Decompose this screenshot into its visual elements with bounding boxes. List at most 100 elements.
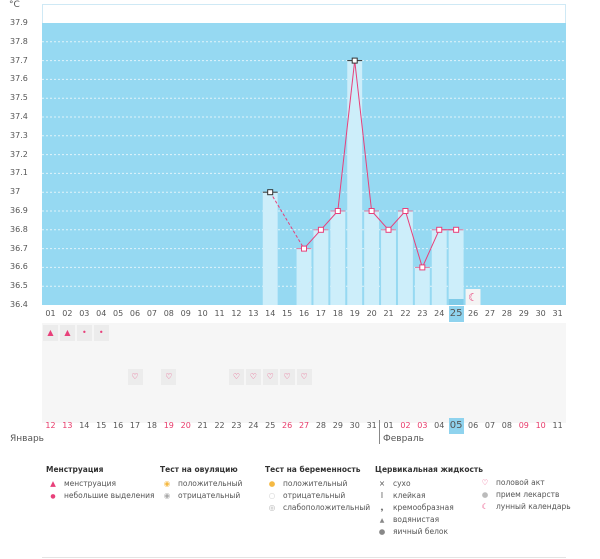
calendar-date[interactable]: 05 bbox=[448, 418, 464, 434]
calendar-date[interactable]: 13 bbox=[62, 421, 73, 430]
date-row: 12 13 14 15 16 17 18 19 20 21 22 23 24 25 26 27 28 29 30 31… bbox=[42, 418, 566, 434]
cycle-day-label[interactable]: 31 bbox=[552, 309, 563, 318]
cycle-day-label[interactable]: 30 bbox=[535, 309, 546, 318]
heart-icon[interactable]: ♡ bbox=[296, 369, 312, 385]
pregnancy-negative-icon: ○ bbox=[268, 491, 276, 500]
legend-label: прием лекарств bbox=[496, 490, 560, 499]
calendar-date[interactable]: 23 bbox=[231, 421, 242, 430]
temperature-point bbox=[301, 245, 307, 252]
y-tick-label: 36.9 bbox=[10, 206, 28, 215]
calendar-date[interactable]: 11 bbox=[552, 421, 563, 430]
cycle-day-label[interactable]: 13 bbox=[248, 309, 259, 318]
calendar-date[interactable]: 27 bbox=[298, 421, 310, 430]
cycle-day-label[interactable]: 11 bbox=[214, 309, 225, 318]
pregnancy-weak-icon: ◎ bbox=[268, 503, 276, 512]
cycle-day-label[interactable]: 05 bbox=[113, 309, 124, 318]
heart-icon[interactable]: ♡ bbox=[245, 369, 261, 385]
unit-label: °C bbox=[9, 0, 20, 10]
cycle-day-label[interactable]: 15 bbox=[282, 309, 293, 318]
spotting-icon[interactable]: • bbox=[93, 325, 109, 341]
y-tick-label: 37.9 bbox=[10, 18, 28, 27]
calendar-date[interactable]: 02 bbox=[400, 421, 411, 430]
cycle-day-label[interactable]: 20 bbox=[366, 309, 377, 318]
calendar-date[interactable]: 30 bbox=[349, 421, 360, 430]
y-tick-label: 37.7 bbox=[10, 55, 28, 65]
legend-label: отрицательный bbox=[283, 491, 346, 500]
heart-icon[interactable]: ♡ bbox=[228, 369, 244, 385]
temperature-line bbox=[354, 60, 373, 212]
cycle-day-label[interactable]: 29 bbox=[518, 309, 529, 318]
cycle-day-label[interactable]: 18 bbox=[332, 309, 343, 318]
calendar-date[interactable]: 18 bbox=[146, 421, 157, 430]
calendar-date[interactable]: 14 bbox=[79, 421, 90, 430]
cycle-day-label[interactable]: 16 bbox=[298, 309, 310, 318]
calendar-date[interactable]: 24 bbox=[248, 421, 259, 430]
cycle-day-label[interactable]: 14 bbox=[265, 309, 276, 318]
calendar-date[interactable]: 07 bbox=[484, 421, 496, 430]
cycle-day-label[interactable]: 07 bbox=[146, 309, 157, 318]
cycle-day-label[interactable]: 23 bbox=[417, 309, 428, 318]
legend-label: лунный календарь bbox=[496, 502, 571, 511]
calendar-date[interactable]: 10 bbox=[535, 421, 546, 430]
calendar-date[interactable]: 19 bbox=[163, 421, 174, 430]
cycle-day-label[interactable]: 04 bbox=[96, 309, 107, 318]
cycle-day-label[interactable]: 06 bbox=[129, 309, 141, 318]
temperature-bar bbox=[296, 248, 312, 305]
heart-icon[interactable]: ♡ bbox=[279, 369, 295, 385]
cycle-day-label[interactable]: 19 bbox=[349, 309, 360, 318]
calendar-date[interactable]: 04 bbox=[434, 421, 445, 430]
calendar-date[interactable]: 31 bbox=[366, 421, 377, 430]
calendar-date[interactable]: 22 bbox=[214, 421, 225, 430]
calendar-date[interactable]: 29 bbox=[332, 421, 343, 430]
calendar-date[interactable]: 26 bbox=[282, 421, 293, 430]
calendar-date[interactable]: 12 bbox=[45, 421, 56, 430]
moon-icon: ☾ bbox=[468, 291, 478, 304]
temperature-bar bbox=[313, 229, 329, 305]
legend-label: яичный белок bbox=[393, 527, 449, 536]
cycle-day-label[interactable]: 09 bbox=[180, 309, 191, 318]
heart-icon[interactable]: ♡ bbox=[262, 369, 278, 385]
cycle-day-label[interactable]: 08 bbox=[163, 309, 174, 318]
spotting-icon[interactable]: • bbox=[76, 325, 92, 341]
calendar-date[interactable]: 03 bbox=[417, 421, 428, 430]
temperature-line bbox=[404, 210, 423, 268]
calendar-date[interactable]: 16 bbox=[113, 421, 124, 430]
calendar-date[interactable]: 15 bbox=[96, 421, 107, 430]
cycle-day-label[interactable]: 27 bbox=[484, 309, 496, 318]
cycle-day-label[interactable]: 01 bbox=[45, 309, 56, 318]
heart-icon[interactable]: ♡ bbox=[127, 369, 143, 385]
heart-icon[interactable]: ♡ bbox=[161, 369, 177, 385]
calendar-date[interactable]: 25 bbox=[265, 421, 276, 430]
cycle-day-label[interactable]: 17 bbox=[315, 309, 327, 318]
cycle-day-label[interactable]: 26 bbox=[467, 309, 479, 318]
temperature-point bbox=[402, 208, 409, 214]
month-january: Январь bbox=[10, 434, 44, 444]
temperature-point bbox=[351, 57, 358, 64]
calendar-date[interactable]: 17 bbox=[129, 421, 141, 430]
divider bbox=[42, 557, 566, 558]
cycle-day-label[interactable]: 03 bbox=[79, 309, 90, 318]
calendar-date[interactable]: 21 bbox=[197, 421, 208, 430]
temperature-bar bbox=[364, 211, 380, 305]
temperature-line bbox=[269, 191, 305, 249]
cycle-day-label[interactable]: 28 bbox=[501, 309, 512, 318]
cycle-day-label[interactable]: 02 bbox=[62, 309, 73, 318]
temperature-chart: ☾ bbox=[42, 23, 566, 305]
cycle-day-label[interactable]: 25 bbox=[448, 306, 464, 322]
menstruation-icon[interactable]: ▲ bbox=[43, 325, 58, 341]
cycle-day-label[interactable]: 12 bbox=[231, 309, 242, 318]
creamy-icon: ❟ bbox=[380, 503, 384, 512]
menstruation-icon[interactable]: ▲ bbox=[59, 325, 75, 341]
cycle-day-label[interactable]: 22 bbox=[400, 309, 411, 318]
calendar-date[interactable]: 09 bbox=[518, 421, 529, 430]
calendar-date[interactable]: 20 bbox=[180, 421, 191, 430]
calendar-date[interactable]: 06 bbox=[467, 421, 479, 430]
calendar-date[interactable]: 08 bbox=[501, 421, 512, 430]
cycle-day-label[interactable]: 24 bbox=[434, 309, 445, 318]
calendar-date[interactable]: 01 bbox=[383, 421, 394, 430]
temperature-line bbox=[421, 229, 440, 268]
cycle-day-label[interactable]: 21 bbox=[383, 309, 394, 318]
cycle-day-label[interactable]: 10 bbox=[197, 309, 208, 318]
calendar-date[interactable]: 28 bbox=[315, 421, 327, 430]
